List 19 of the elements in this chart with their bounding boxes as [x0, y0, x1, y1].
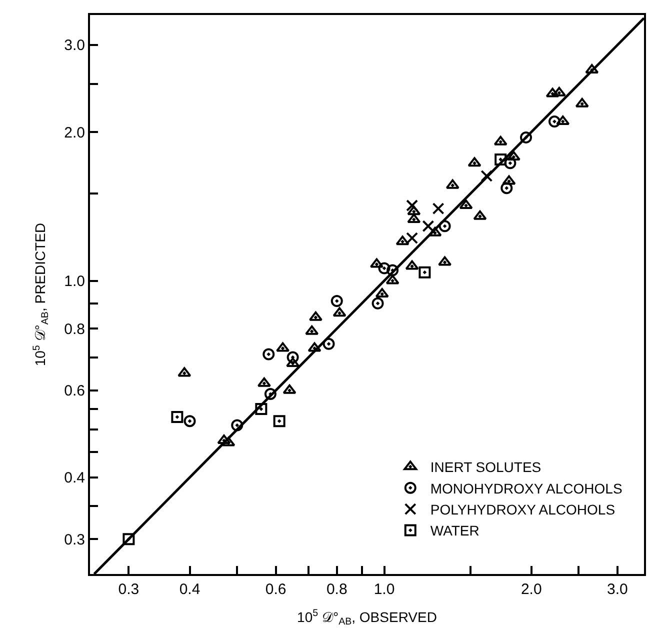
x-tick-label: 0.4: [179, 581, 200, 598]
x-tick-label: 1.0: [374, 581, 395, 598]
y-tick-label: 0.3: [64, 531, 85, 548]
legend-label: WATER: [430, 522, 480, 539]
legend-label: INERT SOLUTES: [430, 459, 542, 476]
x-axis-title: 10$^{5}$ 𝒟°$_{AB}$, OBSERVED: [297, 608, 437, 628]
legend-label: MONOHYDROXY ALCOHOLS: [430, 480, 622, 496]
x-tick-label: 0.3: [118, 581, 140, 598]
y-tick-label: 2.0: [64, 124, 85, 142]
y-tick-label: 0.8: [64, 320, 85, 338]
legend-label: POLYHYDROXY ALCOHOLS: [430, 502, 616, 518]
x-tick-label: 2.0: [520, 581, 542, 598]
y-tick-label: 0.4: [64, 470, 85, 487]
x-tick-label: 0.8: [326, 581, 348, 598]
y-tick-label: 1.0: [64, 273, 85, 290]
y-tick-label: 3.0: [64, 37, 85, 54]
y-tick-label: 0.6: [64, 382, 85, 400]
x-tick-label: 0.6: [265, 581, 286, 598]
x-tick-label: 3.0: [607, 581, 628, 598]
